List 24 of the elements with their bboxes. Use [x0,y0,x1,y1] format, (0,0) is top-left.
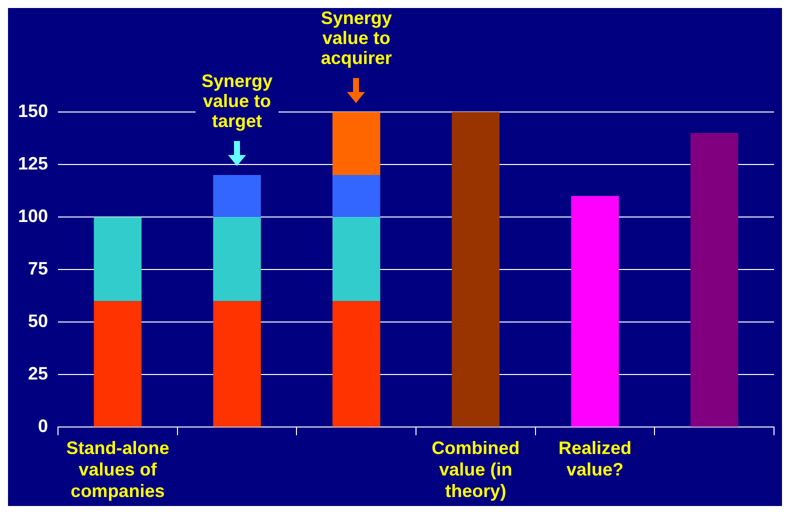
y-tick-label: 25 [28,364,48,384]
bar [332,217,380,302]
y-tick-label: 75 [28,258,48,279]
bar [94,217,142,302]
x-tick-label: Stand-alone values of companies [66,438,170,502]
bar [94,301,142,427]
bar [571,196,619,427]
bar [213,175,261,218]
bar [690,133,738,427]
bar [213,301,261,427]
bar [213,217,261,302]
bar [332,175,380,218]
y-tick-label: 50 [28,311,48,332]
y-tick-label: 150 [18,100,48,121]
y-tick-label: 0 [38,416,48,436]
bar [332,112,380,176]
annotation: Synergy value to target [202,71,273,132]
bar [332,301,380,427]
y-tick-label: 100 [18,206,48,226]
annotation: Synergy value to acquirer [320,8,392,68]
y-tick-label: 125 [18,154,48,174]
bar [452,112,500,427]
x-tick-label: Realized value? [558,438,632,480]
x-tick-label: Combined value (in theory) [432,438,520,502]
